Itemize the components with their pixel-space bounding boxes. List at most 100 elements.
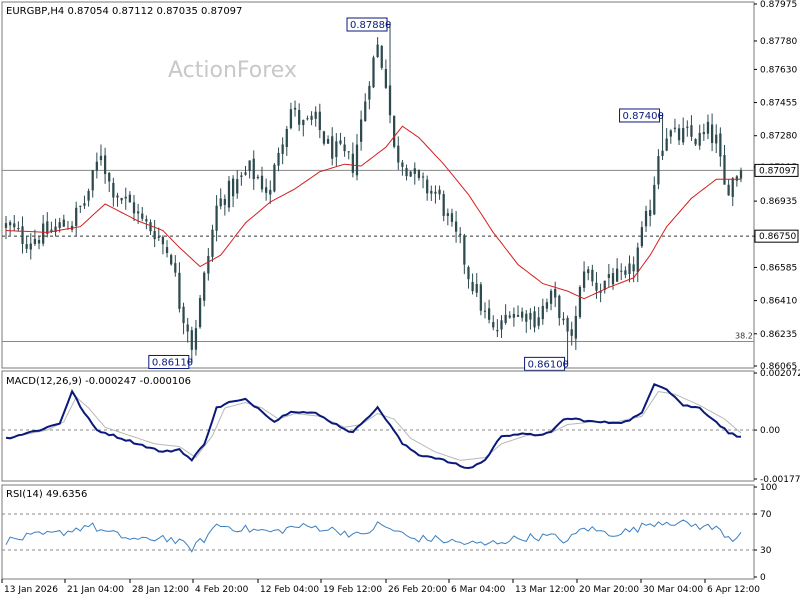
time-tick-label: 6 Apr 12:00: [707, 585, 760, 595]
candle-body: [554, 288, 557, 298]
price-pane[interactable]: ActionForex EURGBP,H4 0.87054 0.87112 0.…: [1, 0, 799, 372]
macd-tick-label: 0.002072: [760, 369, 800, 379]
candle-body: [120, 197, 123, 201]
candle-body: [326, 139, 330, 144]
candle-body: [624, 270, 627, 275]
candle-body: [207, 255, 210, 274]
candle-body: [372, 57, 375, 88]
candle-body: [141, 213, 144, 219]
candle-body: [182, 306, 185, 324]
candle-body: [409, 171, 412, 177]
candle-body: [690, 125, 693, 137]
candle-body: [562, 318, 565, 321]
candle-body: [479, 284, 482, 311]
candle-body: [393, 115, 396, 147]
candle-body: [603, 280, 606, 291]
candle-body: [471, 281, 474, 292]
candle-body: [611, 273, 615, 285]
annotation-label: 0.86110: [152, 357, 193, 368]
candle-body: [331, 136, 334, 159]
time-x-axis: 13 Jan 2026 21 Jan 04:00 28 Jan 12:00 4 Feb…: [1, 579, 760, 595]
candle-body: [46, 221, 49, 234]
rsi-pane-frame: [1, 484, 755, 580]
candle-body: [223, 199, 226, 205]
candle-body: [541, 305, 544, 320]
candle-body: [677, 128, 681, 141]
candle-body: [380, 45, 383, 68]
candle-body: [500, 320, 503, 330]
candle-body: [591, 269, 594, 282]
annotation-label: 0.87400: [623, 111, 664, 122]
macd-signal-line: [5, 390, 742, 461]
candle-body: [21, 226, 24, 244]
candle-body: [405, 168, 408, 177]
rsi-tick-label: 100: [760, 483, 777, 493]
candle-body: [516, 315, 520, 317]
rsi-pane[interactable]: RSI(14) 49.6356 100 70 30 0: [1, 483, 777, 583]
candle-body: [739, 170, 743, 179]
candle-body: [277, 152, 280, 166]
candle-body: [653, 184, 656, 215]
candle-body: [566, 318, 569, 332]
price-tick-label: 0.87780: [760, 37, 797, 47]
price-horizontal-lines: 0.86750 38.2 0.87097: [2, 163, 799, 343]
candle-body: [574, 315, 577, 339]
candle-body: [302, 119, 305, 126]
candle-body: [256, 176, 260, 179]
price-level-box: [754, 163, 799, 177]
candle-body: [595, 282, 598, 291]
candle-body: [582, 271, 586, 288]
rsi-tick-label: 70: [760, 510, 772, 520]
macd-pane[interactable]: MACD(12,26,9) -0.000247 -0.000106 0.0020…: [1, 369, 800, 485]
candle-body: [244, 172, 247, 175]
time-tick-label: 13 Mar 12:00: [515, 585, 575, 595]
candle-body: [4, 223, 8, 228]
candle-body: [231, 178, 235, 197]
candle-body: [706, 121, 710, 134]
candle-body: [339, 140, 342, 144]
price-tick-label: 0.86935: [760, 197, 797, 207]
candle-body: [310, 115, 313, 120]
candle-body: [285, 128, 288, 148]
candle-body: [727, 184, 730, 196]
candle-body: [211, 229, 214, 257]
annotation-box: [619, 108, 661, 123]
candle-body: [87, 190, 90, 201]
candle-body: [132, 202, 136, 214]
candle-body: [25, 244, 28, 249]
candle-body: [723, 155, 726, 185]
candle-body: [194, 328, 198, 350]
candle-body: [665, 138, 668, 151]
candle-body: [434, 191, 437, 194]
candle-body: [17, 227, 20, 230]
macd-y-axis: 0.002072 0.00 -0.001778: [2, 369, 800, 485]
candle-body: [178, 272, 181, 309]
candle-body: [281, 144, 284, 154]
candle-body: [351, 153, 354, 173]
candle-body: [108, 172, 111, 182]
rsi-pane-title: RSI(14) 49.6356: [6, 489, 87, 500]
candle-body: [450, 213, 454, 222]
annotation-box: [346, 17, 388, 32]
candle-body: [54, 226, 57, 232]
candle-body: [314, 111, 317, 119]
price-level-box: [754, 229, 799, 243]
moving-average-line: [5, 125, 741, 300]
candle-body: [112, 182, 115, 198]
candle-body: [620, 270, 623, 272]
annotation-label: 0.86100: [528, 359, 569, 370]
candle-body: [198, 298, 202, 328]
candle-body: [219, 198, 222, 207]
price-tick-label: 0.87280: [760, 132, 797, 142]
candle-body: [570, 329, 573, 336]
candle-body: [376, 44, 379, 58]
candle-body: [62, 219, 65, 227]
candle-body: [467, 267, 470, 280]
candle-body: [165, 247, 169, 253]
candle-body: [79, 205, 82, 207]
price-tick-label: 0.86235: [760, 330, 797, 340]
candle-body: [265, 187, 268, 193]
candle-body: [438, 189, 441, 195]
candle-body: [91, 170, 94, 191]
candle-body: [215, 205, 218, 231]
